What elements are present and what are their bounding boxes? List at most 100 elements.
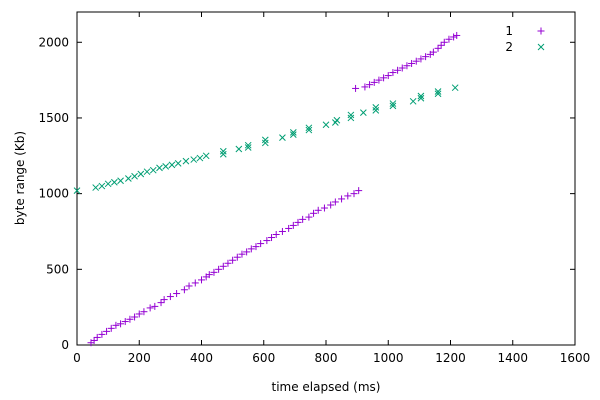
series-1-point	[98, 330, 106, 338]
series-1-point	[294, 218, 302, 226]
legend: 12	[505, 24, 545, 54]
series-1-point	[272, 231, 280, 239]
series-1-point	[310, 209, 318, 217]
series-2-point	[289, 131, 297, 138]
series-2-point	[174, 160, 182, 167]
series-1-point	[403, 62, 411, 70]
series-1-point	[135, 310, 143, 318]
series-1-point	[445, 35, 453, 43]
series-2-point	[244, 141, 252, 149]
series-2-point	[347, 111, 355, 119]
series-2-point	[131, 172, 138, 180]
series-2-point	[347, 114, 355, 122]
series-1-point	[412, 57, 420, 65]
series-1-point	[429, 48, 437, 56]
series-2-point	[261, 136, 269, 144]
series-2-point	[322, 121, 330, 129]
series-1-point	[198, 276, 205, 284]
series-1-point	[320, 204, 328, 212]
plot-frame	[76, 11, 576, 346]
x-tick-label: 1000	[373, 351, 404, 365]
series-1-point	[166, 293, 174, 301]
series-1-point	[352, 84, 360, 92]
series-1-point	[90, 336, 98, 344]
series-1-point	[229, 256, 237, 264]
series-1-point	[247, 245, 255, 253]
x-tick-label: 0	[73, 351, 81, 365]
series-2-point	[244, 144, 252, 151]
series-1-point	[215, 265, 223, 273]
series-2-point	[434, 88, 442, 95]
x-tick-label: 1600	[560, 351, 591, 365]
series-2-point	[92, 184, 100, 191]
x-axis-label: time elapsed (ms)	[272, 380, 381, 394]
series-1-point	[173, 290, 181, 298]
series-1-point	[185, 282, 193, 290]
series-1-point	[361, 83, 369, 91]
series-1-point	[107, 324, 115, 332]
series-1-point	[131, 313, 139, 321]
series-2-point	[409, 97, 417, 105]
series-1-point	[268, 234, 276, 242]
series-2-point	[372, 104, 380, 111]
legend-label: 1	[505, 24, 513, 38]
series-1-point	[93, 333, 101, 341]
series-1-point	[389, 69, 397, 77]
legend-marker	[537, 43, 545, 51]
series-1-point	[344, 192, 352, 200]
series-2-point	[73, 187, 81, 194]
series-2-point	[149, 166, 157, 174]
series-1-point	[285, 224, 293, 232]
series-1-point	[180, 286, 188, 294]
series-1-point	[375, 76, 383, 84]
series-1-point	[151, 302, 159, 310]
series-1-point	[252, 243, 260, 251]
series-1-point	[160, 296, 168, 304]
series-2-point	[219, 150, 227, 158]
series-1-point	[338, 195, 346, 203]
series-2-point	[137, 170, 145, 178]
series-2-point	[359, 109, 367, 117]
series-1-point	[417, 55, 425, 63]
series-1-point	[121, 318, 129, 326]
data-points	[73, 31, 461, 347]
series-2-point	[389, 100, 397, 107]
series-1-point	[257, 240, 265, 248]
y-tick-label: 1500	[38, 111, 69, 125]
y-tick-label: 500	[46, 262, 69, 276]
series-1-point	[117, 320, 125, 328]
series-2-point	[434, 90, 442, 98]
series-2-point	[372, 107, 380, 114]
series-2-point	[168, 161, 176, 169]
legend-label: 2	[505, 40, 513, 54]
series-1-point	[450, 33, 458, 41]
series-1-point	[112, 321, 120, 329]
series-2-point	[451, 84, 459, 92]
series-2-point	[190, 156, 198, 163]
series-1-point	[350, 190, 358, 198]
series-1-point	[289, 221, 297, 229]
series-1-point	[157, 299, 165, 307]
series-1-point	[437, 41, 445, 49]
series-2-point	[202, 152, 210, 160]
series-2-point	[305, 124, 313, 132]
series-1-point	[126, 315, 134, 323]
series-2-point	[219, 147, 227, 155]
series-1-point	[219, 262, 227, 270]
series-1-point	[327, 201, 335, 209]
x-tick-label: 400	[190, 351, 213, 365]
series-2-point	[117, 177, 124, 185]
series-1-point	[205, 271, 213, 279]
series-2-point	[156, 164, 163, 172]
series-2-point	[289, 128, 297, 136]
x-tick-label: 1400	[497, 351, 528, 365]
series-1-point	[103, 327, 111, 335]
series-1-point	[380, 74, 388, 82]
series-2-point	[279, 134, 286, 141]
series-2-point	[235, 145, 243, 153]
series-1-point	[263, 237, 271, 245]
series-1-point	[370, 78, 378, 86]
series-1-point	[331, 198, 339, 206]
y-tick-label: 2000	[38, 35, 69, 49]
